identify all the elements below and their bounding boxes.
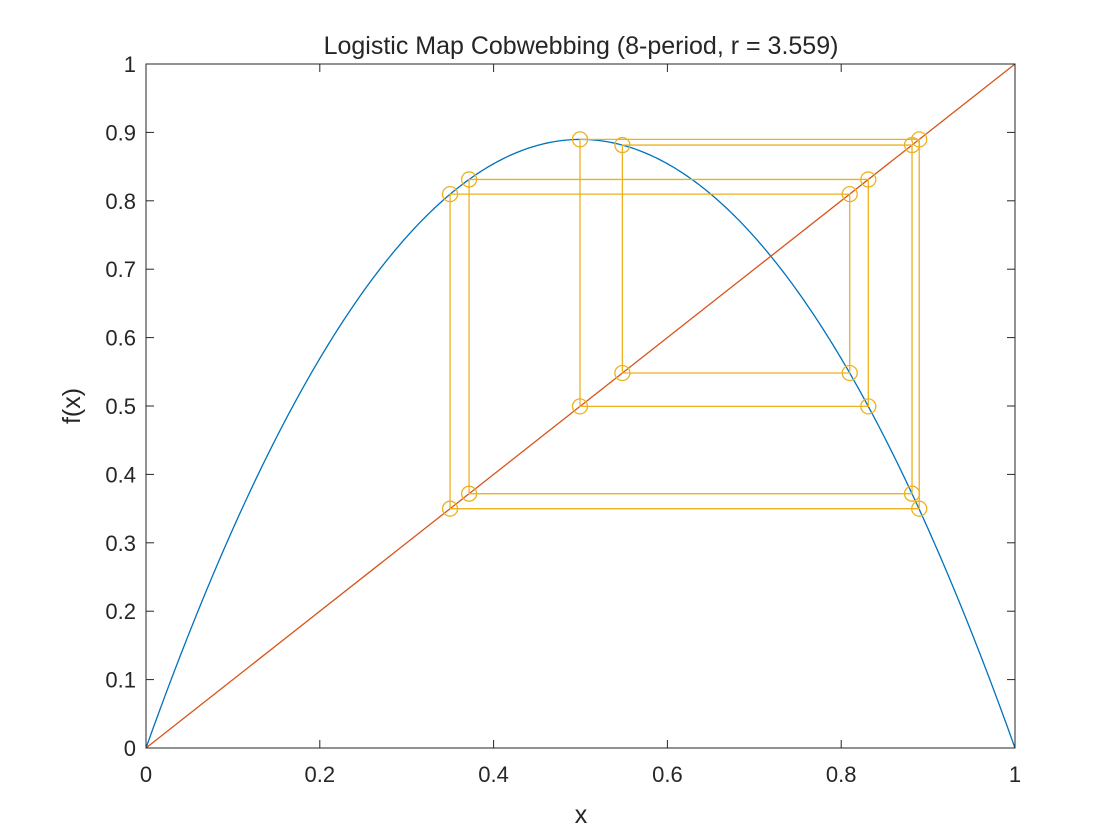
cobweb-marker-curve: [571, 131, 589, 148]
plot-area: [145, 63, 1016, 749]
y-tick-label: 0.5: [105, 394, 136, 419]
cobweb-marker-diagonal: [614, 364, 631, 382]
x-axis-label: x: [575, 801, 588, 829]
cobweb-marker-curve: [860, 398, 877, 415]
cobweb-marker-curve: [911, 500, 928, 517]
cobweb-marker-diagonal: [571, 398, 589, 415]
y-tick-label: 0.1: [105, 668, 136, 693]
y-axis-ticks: 0 0.1 0.2 0.3 0.4 0.5 0.6 0.7 0.8 0.9 1: [105, 52, 1015, 761]
x-axis-ticks: 0 0.2 0.4 0.6 0.8 1: [140, 64, 1021, 787]
cobweb-marker-diagonal: [460, 485, 478, 502]
chart-title: Logistic Map Cobwebbing (8-period, r = 3…: [324, 32, 839, 60]
cobweb-marker-curve: [441, 185, 459, 203]
y-tick-label: 0.2: [105, 599, 136, 624]
y-tick-label: 0: [124, 736, 136, 761]
y-tick-label: 0.9: [105, 120, 136, 145]
y-tick-label: 0.3: [105, 531, 136, 556]
y-tick-label: 1: [124, 52, 136, 77]
cobweb-marker-diagonal: [441, 500, 459, 517]
y-tick-label: 0.4: [105, 462, 136, 487]
plot-axes: 0 0.2 0.4 0.6 0.8 1 0 0.1 0.2 0.3 0.4 0.5 0.6 0.7 0.8…: [105, 52, 1021, 787]
y-tick-label: 0.8: [105, 189, 136, 214]
x-tick-label: 1: [1009, 762, 1021, 787]
x-tick-label: 0.4: [478, 762, 509, 787]
cobweb-marker-curve: [841, 364, 858, 382]
y-axis-label: f(x): [58, 388, 86, 424]
cobweb-marker-curve: [460, 171, 478, 188]
cobweb-marker-diagonal: [911, 131, 928, 148]
x-tick-label: 0.2: [305, 762, 336, 787]
cobweb-marker-curve: [903, 485, 921, 502]
cobweb-path: [449, 138, 920, 510]
cobweb-marker-curve: [614, 136, 631, 154]
y-tick-label: 0.7: [105, 257, 136, 282]
x-tick-label: 0.6: [652, 762, 683, 787]
y-tick-label: 0.6: [105, 326, 136, 351]
cobweb-marker-diagonal: [860, 171, 877, 188]
x-tick-label: 0: [140, 762, 152, 787]
cobweb-marker-diagonal: [841, 185, 858, 203]
x-tick-label: 0.8: [826, 762, 857, 787]
